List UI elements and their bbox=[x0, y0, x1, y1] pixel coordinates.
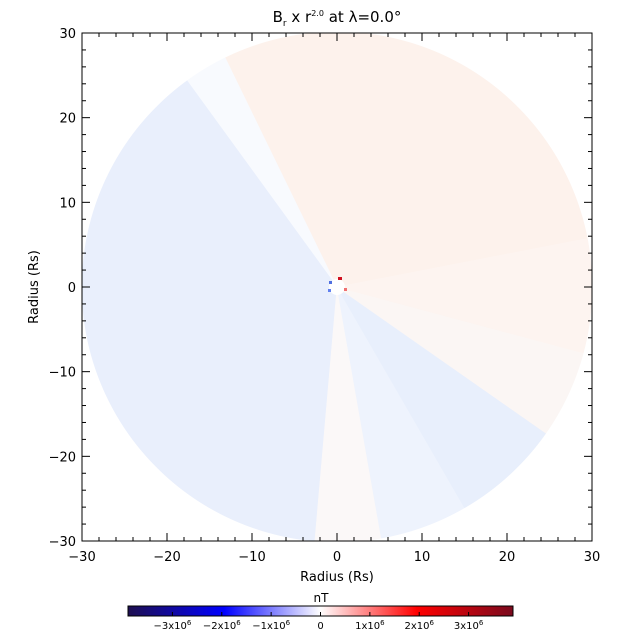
x-tick-label: −10 bbox=[238, 550, 265, 565]
colorbar-tick-label: −2x106 bbox=[203, 619, 241, 632]
field-sector bbox=[314, 286, 382, 541]
y-tick-label: −10 bbox=[49, 366, 76, 381]
colorbar-tick-label: −3x106 bbox=[153, 619, 191, 632]
colorbar-ticks: −3x106 −2x106 −1x106 0 1x106 2x106 3x106 bbox=[153, 612, 484, 632]
field-map bbox=[82, 33, 592, 541]
field-sector bbox=[336, 286, 465, 539]
colorbar-label: nT bbox=[314, 591, 330, 605]
field-sector bbox=[224, 33, 588, 288]
field-sector bbox=[82, 80, 338, 541]
colorbar-tick-label: 0 bbox=[317, 621, 323, 632]
x-tick-label: 10 bbox=[414, 550, 431, 565]
x-tick-label: −20 bbox=[153, 550, 180, 565]
y-tick-label: −20 bbox=[49, 450, 76, 465]
inner-boundary bbox=[329, 279, 345, 295]
y-tick-label: 10 bbox=[59, 196, 76, 211]
y-tick-label: 0 bbox=[68, 281, 76, 296]
x-axis-label: Radius (Rs) bbox=[300, 570, 374, 585]
colorbar-tick-label: 1x106 bbox=[355, 619, 385, 632]
field-sector bbox=[186, 57, 338, 288]
y-tick-label: 20 bbox=[59, 112, 76, 127]
x-tick-label: −30 bbox=[68, 550, 95, 565]
field-sector bbox=[336, 286, 584, 434]
colorbar-tick-label: 2x106 bbox=[404, 619, 434, 632]
field-feature bbox=[338, 277, 342, 280]
colorbar-tick-label: −1x106 bbox=[252, 619, 290, 632]
y-tick-label: 30 bbox=[59, 27, 76, 42]
y-axis-label: Radius (Rs) bbox=[27, 250, 42, 324]
y-tick-label: −30 bbox=[49, 535, 76, 550]
field-sector bbox=[336, 286, 547, 509]
field-feature bbox=[329, 281, 332, 284]
x-tick-label: 20 bbox=[499, 550, 516, 565]
axis-ticks: −30−30 −20 −20 −10 −10 0 0 10 10 20 20 30 30 bbox=[49, 27, 601, 565]
x-tick-label: 30 bbox=[584, 550, 601, 565]
field-feature bbox=[344, 288, 347, 291]
chart-title: Br x r2.0 at λ=0.0° bbox=[273, 8, 402, 29]
x-tick-label: 0 bbox=[333, 550, 341, 565]
field-feature bbox=[328, 289, 331, 292]
colorbar-tick-label: 3x106 bbox=[454, 619, 484, 632]
